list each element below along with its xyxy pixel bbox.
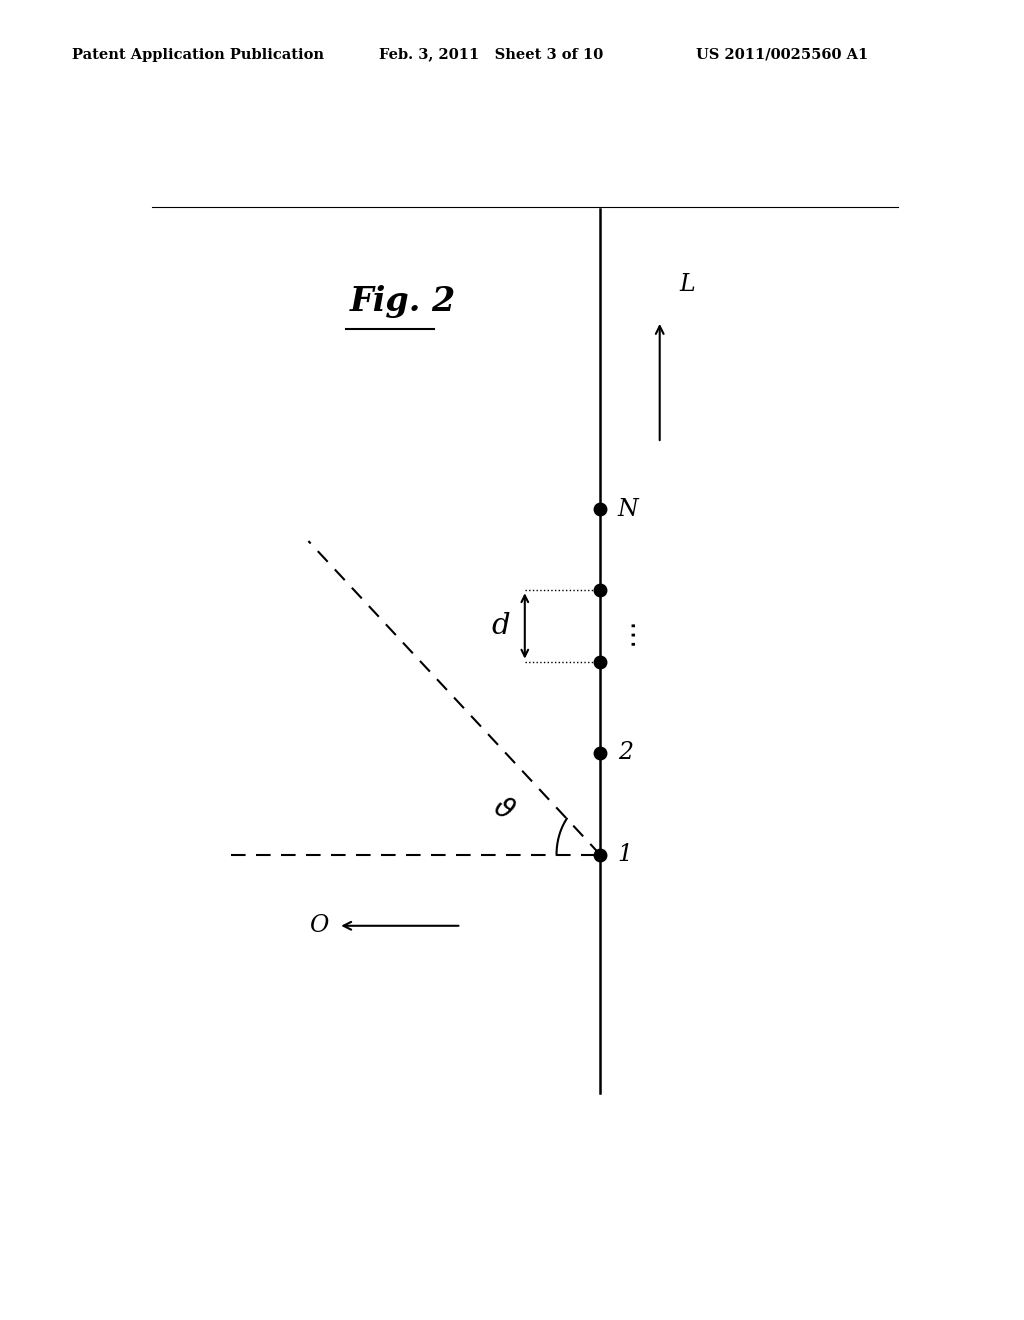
Text: 2: 2 [617, 742, 633, 764]
Text: d: d [492, 612, 510, 640]
Text: Patent Application Publication: Patent Application Publication [72, 48, 324, 62]
Text: ⋯: ⋯ [617, 618, 646, 645]
Text: N: N [617, 498, 638, 520]
Text: L: L [680, 273, 695, 296]
Text: 1: 1 [617, 843, 633, 866]
Text: US 2011/0025560 A1: US 2011/0025560 A1 [696, 48, 868, 62]
Text: $\vartheta$: $\vartheta$ [487, 792, 518, 826]
Text: O: O [309, 915, 329, 937]
Text: Feb. 3, 2011   Sheet 3 of 10: Feb. 3, 2011 Sheet 3 of 10 [379, 48, 603, 62]
Text: Fig. 2: Fig. 2 [350, 285, 457, 318]
